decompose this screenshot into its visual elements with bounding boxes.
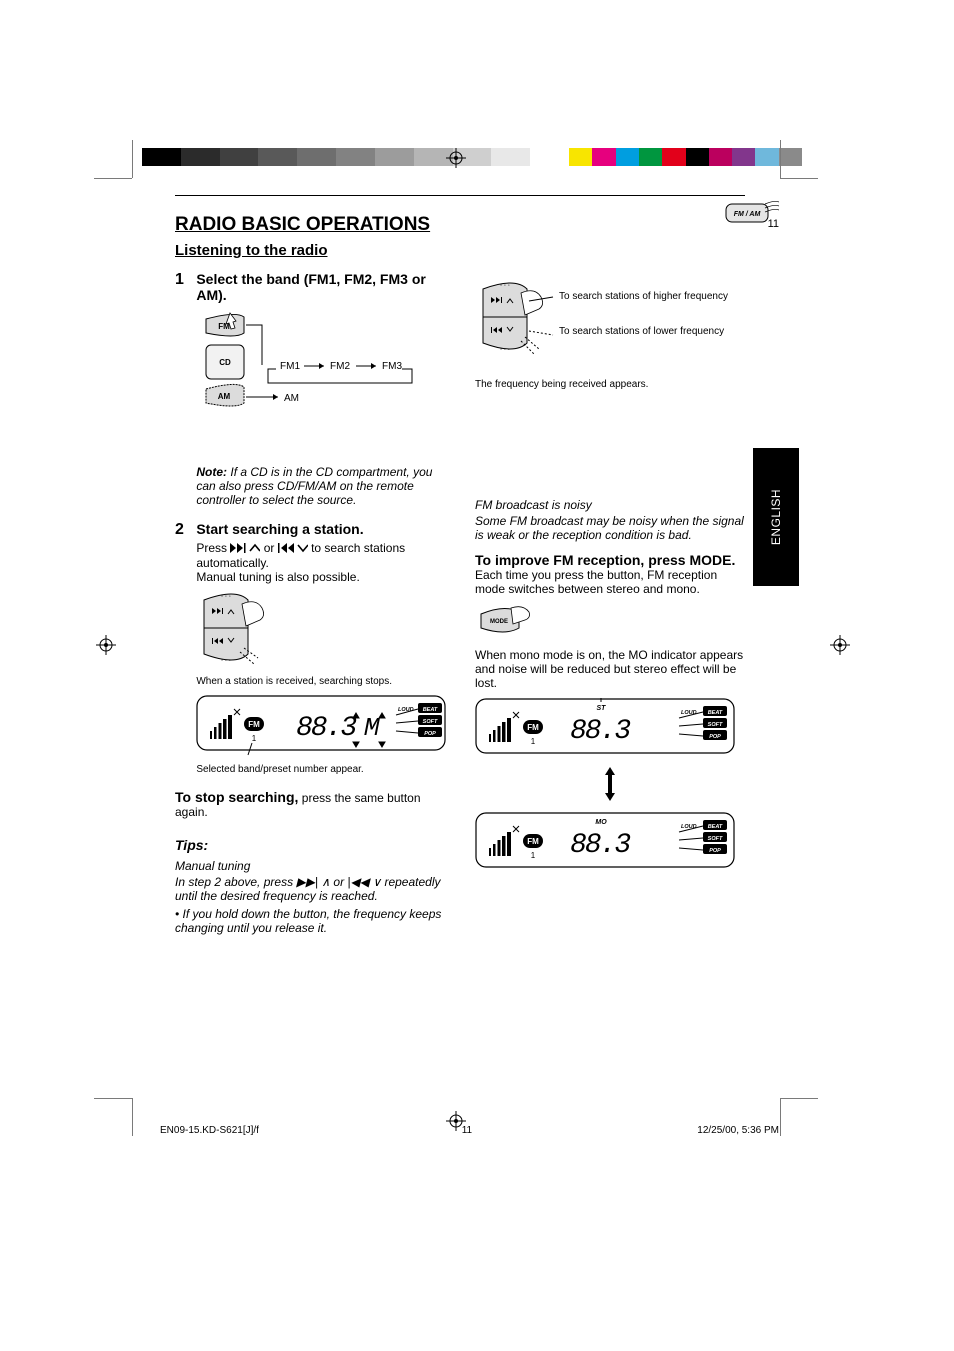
svg-text:AM: AM — [218, 392, 231, 401]
crop-mark — [780, 178, 818, 179]
language-tab-label: ENGLISH — [769, 489, 783, 545]
svg-text:FM: FM — [527, 723, 539, 732]
tips-heading: Tips: — [175, 837, 445, 853]
fm-cd-am-buttons-illustration: FM CD AM — [196, 311, 444, 461]
step-2-caption: When a station is received, searching st… — [196, 676, 444, 687]
crop-mark — [94, 178, 132, 179]
mono-bold: To improve FM reception, press MODE. — [475, 552, 735, 568]
step-1: 1 Select the band (FM1, FM2, FM3 or AM).… — [175, 271, 445, 507]
svg-text:M: M — [364, 713, 380, 743]
svg-text:◦ ◦ ◦: ◦ ◦ ◦ — [500, 283, 510, 289]
svg-text:SOFT: SOFT — [708, 836, 723, 842]
svg-text:1: 1 — [531, 851, 536, 860]
stop-searching: To stop searching, press the same button… — [175, 789, 445, 819]
right-column: ◦ ◦ ◦ ◦ ◦ ◦ To search stations of higher … — [475, 271, 745, 935]
lcd-display-mono: FM 1 MO 88.3 LOUD BEAT SOFT POP — [475, 812, 745, 877]
freq-caption: The frequency being received appears. — [475, 379, 745, 390]
page-subheading: Listening to the radio — [175, 242, 745, 259]
crop-mark — [132, 140, 133, 178]
left-column: 1 Select the band (FM1, FM2, FM3 or AM).… — [175, 271, 445, 935]
rocker-caption-down: To search stations of lower frequency — [559, 326, 739, 337]
svg-text:BEAT: BEAT — [423, 707, 438, 713]
svg-text:88.3: 88.3 — [296, 713, 356, 744]
svg-text:1: 1 — [531, 737, 536, 746]
tip-hold: • If you hold down the button, the frequ… — [175, 907, 445, 935]
svg-text:POP: POP — [709, 848, 721, 854]
page-number: 11 — [768, 218, 779, 230]
toggle-arrow-icon — [475, 767, 745, 804]
language-tab: ENGLISH — [753, 448, 799, 586]
svg-text:POP: POP — [425, 731, 437, 737]
lcd-display-left: FM 1 88.3 M — [196, 695, 444, 760]
rule-top — [175, 195, 745, 196]
next-up-icon — [230, 542, 260, 556]
crop-mark — [780, 1098, 818, 1099]
registration-mark-icon — [96, 635, 116, 655]
crop-mark — [780, 1098, 781, 1136]
rocker-caption-up: To search stations of higher frequency — [559, 291, 739, 302]
svg-text:AM: AM — [284, 393, 299, 404]
tuning-rocker-illustration: ◦ ◦ ◦ ◦ ◦ ◦ — [196, 592, 444, 672]
step-number: 2 — [175, 521, 193, 539]
footer-filename: EN09-15.KD-S621[J]/f 11 — [160, 1125, 472, 1136]
svg-text:◦ ◦ ◦: ◦ ◦ ◦ — [221, 658, 231, 664]
crop-mark — [780, 140, 781, 178]
svg-text:ST: ST — [597, 705, 607, 712]
svg-text:FM2: FM2 — [330, 361, 350, 372]
svg-text:CD: CD — [220, 358, 232, 367]
svg-text:88.3: 88.3 — [570, 830, 630, 861]
step-2: 2 Start searching a station. Press or to… — [175, 521, 445, 775]
page-heading: RADIO BASIC OPERATIONS — [175, 214, 745, 236]
step-2-body: Press or to search stations automaticall… — [196, 541, 444, 584]
fm-noise-body: Some FM broadcast may be noisy when the … — [475, 514, 745, 542]
svg-text:MODE: MODE — [490, 619, 508, 625]
svg-text:SOFT: SOFT — [708, 722, 723, 728]
lcd-left-caption: Selected band/preset number appear. — [196, 764, 444, 775]
svg-text:SOFT: SOFT — [423, 719, 438, 725]
prev-down-icon — [278, 542, 308, 556]
svg-text:◦ ◦ ◦: ◦ ◦ ◦ — [221, 594, 231, 600]
tip-manual-body: In step 2 above, press ▶▶| ∧ or |◀◀ ∨ re… — [175, 875, 445, 903]
svg-text:FM: FM — [527, 837, 539, 846]
svg-text:MO: MO — [595, 819, 607, 826]
crop-mark — [94, 1098, 132, 1099]
lcd-display-stereo: FM 1 ST 88.3 LOUD BEAT SOFT POP — [475, 698, 745, 763]
crop-mark — [132, 1098, 133, 1136]
registration-mark-icon — [830, 635, 850, 655]
step-1-note: Note: If a CD is in the CD compartment, … — [196, 465, 444, 507]
svg-text:FM1: FM1 — [280, 361, 300, 372]
svg-text:BEAT: BEAT — [708, 824, 723, 830]
registration-mark-icon — [446, 148, 466, 168]
svg-text:POP: POP — [709, 734, 721, 740]
fm-noise-title: FM broadcast is noisy — [475, 498, 745, 512]
svg-text:1: 1 — [252, 734, 257, 743]
svg-text:FM: FM — [249, 720, 261, 729]
mode-button-illustration: MODE — [475, 604, 745, 644]
print-color-bar — [142, 148, 802, 166]
tip-manual-title: Manual tuning — [175, 859, 445, 873]
svg-text:BEAT: BEAT — [708, 710, 723, 716]
step-1-bold: Select the band (FM1, FM2, FM3 or AM). — [196, 271, 425, 303]
mono-on-body: When mono mode is on, the MO indicator a… — [475, 648, 745, 690]
svg-text:FM3: FM3 — [382, 361, 402, 372]
step-2-bold: Start searching a station. — [196, 521, 363, 537]
svg-text:88.3: 88.3 — [570, 716, 630, 747]
footer-timestamp: 12/25/00, 5:36 PM — [697, 1125, 779, 1136]
svg-text:◦ ◦ ◦: ◦ ◦ ◦ — [500, 347, 510, 353]
step-number: 1 — [175, 271, 193, 289]
mono-body: Each time you press the button, FM recep… — [475, 568, 745, 596]
